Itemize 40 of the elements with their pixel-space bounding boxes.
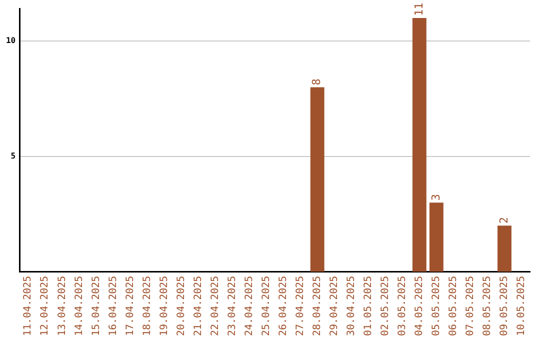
x-tick-label: 13.04.2025 [56,276,68,336]
x-tick-label: 06.05.2025 [448,276,460,336]
x-tick-label: 09.05.2025 [499,276,510,336]
x-tick-label: 07.05.2025 [465,276,476,336]
data-label: 2 [497,217,510,224]
bar [498,226,512,272]
x-tick-label: 25.04.2025 [260,276,272,336]
x-tick-label: 03.05.2025 [397,276,408,336]
x-tick-label: 15.04.2025 [90,276,102,336]
x-tick-label: 11.04.2025 [22,276,34,336]
x-tick-label: 27.04.2025 [294,276,306,336]
x-tick-label: 30.04.2025 [346,276,357,336]
x-tick-label: 28.04.2025 [312,276,323,336]
x-tick-label: 26.04.2025 [278,276,289,336]
bar [429,202,444,272]
y-tick-label: 5 [10,152,16,161]
x-tick-label: 29.04.2025 [328,276,340,336]
data-label: 8 [310,78,324,86]
x-tick-label: 21.04.2025 [192,276,204,336]
x-tick-label: 20.04.2025 [176,276,187,336]
x-tick-label: 01.05.2025 [362,276,374,336]
x-tick-label: 16.04.2025 [108,276,119,336]
x-tick-label: 02.05.2025 [380,276,391,336]
x-tick-label: 14.04.2025 [74,276,85,336]
x-tick-label: 05.05.2025 [431,276,442,336]
x-tick-label: 19.04.2025 [158,276,170,336]
x-tick-label: 12.04.2025 [40,276,51,336]
x-tick-label: 04.05.2025 [414,276,426,336]
data-label: 11 [412,2,426,16]
x-tick-label: 24.04.2025 [244,276,255,336]
x-tick-label: 18.04.2025 [142,276,153,336]
x-tick-label: 23.04.2025 [226,276,238,336]
x-tick-label: 22.04.2025 [210,276,221,336]
data-label: 3 [429,194,442,201]
bar [310,87,324,272]
bar [412,18,426,272]
x-tick-label: 10.05.2025 [516,276,528,336]
x-tick-label: 17.04.2025 [124,276,136,336]
x-tick-label: 08.05.2025 [482,276,494,336]
y-tick-label: 10 [6,36,16,46]
